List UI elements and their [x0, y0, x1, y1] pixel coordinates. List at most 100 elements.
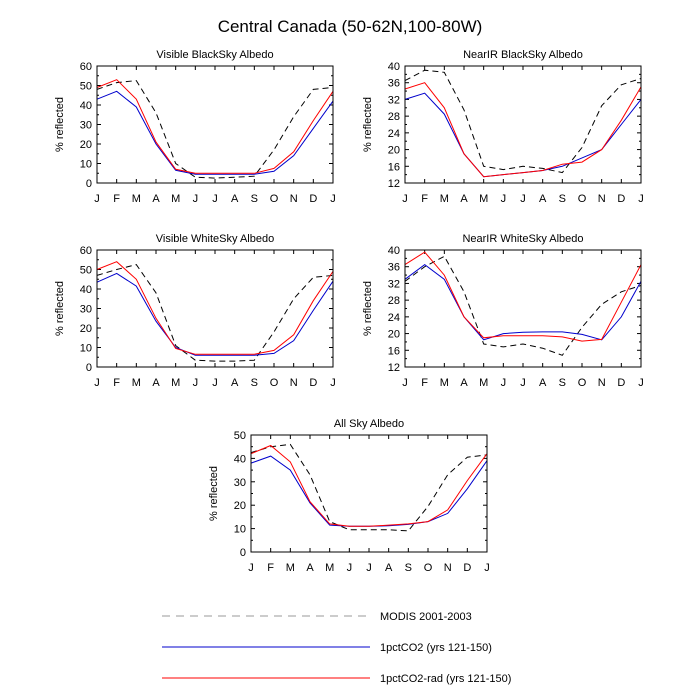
x-tick-label: J: [94, 193, 100, 205]
x-tick-label: F: [113, 193, 120, 205]
x-tick-label: J: [212, 193, 218, 205]
y-tick-label: 60: [80, 245, 92, 257]
series-line-3: [250, 444, 488, 527]
y-axis-label: % reflected: [54, 97, 66, 152]
x-tick-label: F: [421, 377, 428, 389]
y-tick-label: 20: [388, 329, 400, 341]
x-tick-label: J: [520, 193, 526, 205]
y-tick-label: 40: [80, 100, 92, 112]
y-axis-label: % reflected: [208, 466, 220, 521]
x-tick-label: J: [347, 562, 353, 574]
y-tick-label: 30: [80, 120, 92, 132]
x-tick-label: A: [231, 377, 239, 389]
y-tick-label: 36: [388, 78, 400, 90]
x-tick-label: D: [617, 193, 625, 205]
panel-title: Visible BlackSky Albedo: [156, 49, 273, 61]
series-line-1: [404, 255, 642, 356]
x-tick-label: F: [267, 562, 274, 574]
y-tick-label: 60: [80, 61, 92, 73]
y-axis-label: % reflected: [362, 97, 374, 152]
legend-label: 1pctCO2 (yrs 121-150): [380, 642, 492, 654]
series-line-1: [96, 80, 334, 179]
panel-title: NearIR WhiteSky Albedo: [462, 233, 583, 245]
x-tick-label: A: [460, 193, 468, 205]
series-line-1: [250, 443, 488, 532]
x-tick-label: D: [309, 377, 317, 389]
x-tick-label: O: [578, 377, 587, 389]
y-tick-label: 10: [80, 159, 92, 171]
chart-panel-2: NearIR BlackSky Albedo % reflected 12 16 20 2…: [362, 49, 644, 205]
y-axis-label: % reflected: [54, 281, 66, 336]
x-tick-label: O: [270, 377, 279, 389]
series-line-3: [404, 82, 642, 178]
series-line-3: [96, 79, 334, 174]
x-tick-label: M: [171, 377, 180, 389]
series-line-3: [96, 261, 334, 355]
y-tick-label: 40: [388, 245, 400, 257]
plot-frame: [96, 249, 334, 368]
y-tick-label: 36: [388, 262, 400, 274]
x-tick-label: S: [251, 377, 258, 389]
x-tick-label: J: [501, 377, 507, 389]
chart-panel-4: NearIR WhiteSky Albedo % reflected 12 16 20 2…: [362, 233, 644, 389]
y-tick-label: 32: [388, 278, 400, 290]
chart-panel-1: Visible BlackSky Albedo % reflected 0 10 20 3…: [54, 49, 336, 205]
x-tick-label: D: [617, 377, 625, 389]
y-tick-label: 10: [234, 524, 246, 536]
x-tick-label: S: [559, 193, 566, 205]
x-tick-label: A: [385, 562, 393, 574]
y-tick-label: 20: [80, 323, 92, 335]
x-tick-label: J: [638, 193, 644, 205]
y-tick-label: 16: [388, 345, 400, 357]
legend-label: 1pctCO2-rad (yrs 121-150): [380, 673, 511, 685]
legend-entry-2: 1pctCO2 (yrs 121-150): [162, 642, 492, 654]
y-tick-label: 40: [234, 453, 246, 465]
plot-frame: [404, 249, 642, 368]
y-tick-label: 40: [388, 61, 400, 73]
x-tick-label: J: [484, 562, 490, 574]
x-tick-label: A: [539, 193, 547, 205]
x-tick-label: A: [460, 377, 468, 389]
x-tick-label: M: [440, 377, 449, 389]
x-tick-label: J: [402, 193, 408, 205]
y-tick-label: 20: [80, 139, 92, 151]
x-tick-label: O: [270, 193, 279, 205]
x-tick-label: A: [152, 193, 160, 205]
x-tick-label: F: [421, 193, 428, 205]
x-tick-label: S: [251, 193, 258, 205]
x-tick-label: F: [113, 377, 120, 389]
x-tick-label: N: [598, 193, 606, 205]
x-tick-label: N: [444, 562, 452, 574]
legend: MODIS 2001-2003 1pctCO2 (yrs 121-150) 1pct…: [162, 611, 511, 685]
series-line-2: [96, 90, 334, 175]
series-line-2: [96, 272, 334, 356]
legend-label: MODIS 2001-2003: [380, 611, 472, 623]
y-tick-label: 28: [388, 295, 400, 307]
y-tick-label: 50: [80, 265, 92, 277]
x-tick-label: D: [309, 193, 317, 205]
plot-frame: [404, 65, 642, 184]
x-tick-label: A: [539, 377, 547, 389]
y-tick-label: 12: [388, 178, 400, 190]
y-tick-label: 40: [80, 284, 92, 296]
x-tick-label: J: [402, 377, 408, 389]
x-tick-label: J: [94, 377, 100, 389]
y-tick-label: 0: [240, 547, 246, 559]
y-tick-label: 12: [388, 362, 400, 374]
y-tick-label: 20: [388, 145, 400, 157]
chart-panel-3: Visible WhiteSky Albedo % reflected 0 10 20 3…: [54, 233, 336, 389]
x-tick-label: J: [330, 193, 336, 205]
plot-frame: [96, 65, 334, 184]
y-tick-label: 30: [80, 304, 92, 316]
x-tick-label: M: [286, 562, 295, 574]
series-line-2: [250, 455, 488, 527]
x-tick-label: N: [290, 193, 298, 205]
x-tick-label: M: [440, 193, 449, 205]
series-line-3: [404, 251, 642, 342]
y-tick-label: 32: [388, 94, 400, 106]
x-tick-label: S: [559, 377, 566, 389]
panel-title: Visible WhiteSky Albedo: [156, 233, 274, 245]
chart-panels: Visible BlackSky Albedo % reflected 0 10 20 3…: [54, 49, 644, 574]
x-tick-label: D: [463, 562, 471, 574]
